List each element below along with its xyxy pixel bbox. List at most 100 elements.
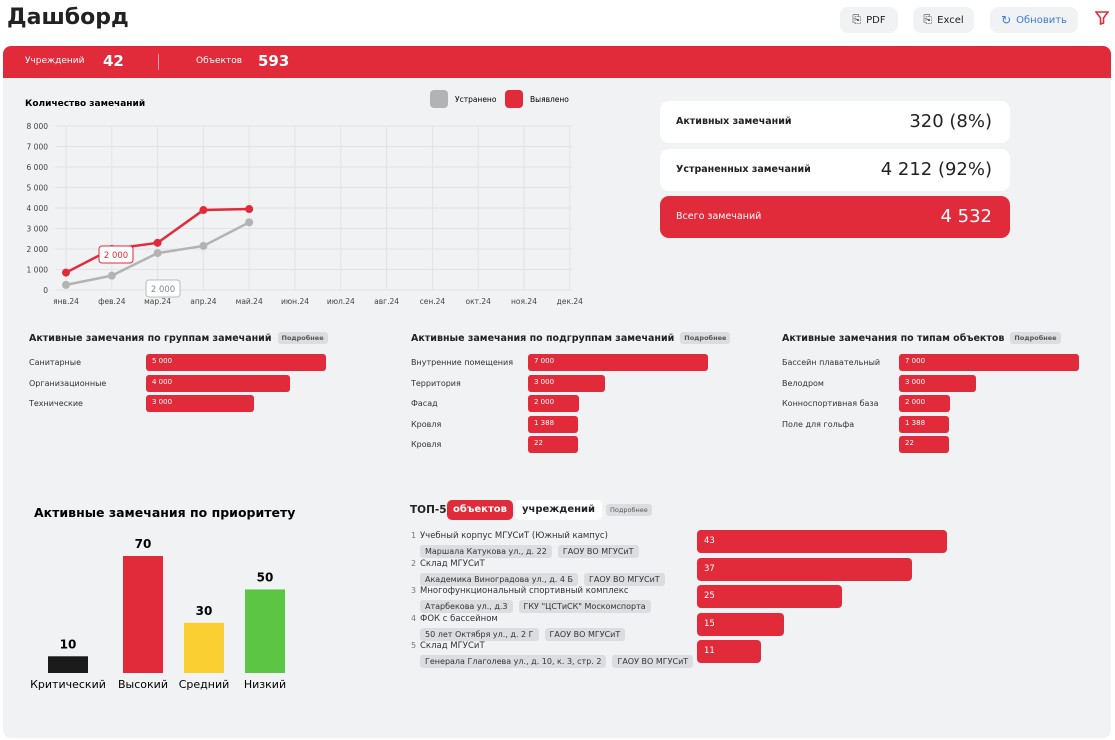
x-tick-label: окт.24 bbox=[465, 297, 491, 306]
object-name: ФОК с бассейном bbox=[420, 613, 498, 624]
data-point bbox=[199, 241, 208, 250]
item-label: Поле для гольфа bbox=[782, 419, 855, 429]
item-label: Внутренние помещения bbox=[411, 358, 514, 367]
data-label: 10 bbox=[60, 637, 77, 651]
tag: ГАОУ ВО МГУСиТ bbox=[544, 627, 626, 641]
group-title: Активные замечания по подгруппам замечан… bbox=[411, 332, 731, 344]
bar: 22 bbox=[899, 436, 949, 454]
data-point bbox=[245, 205, 254, 214]
tag: Генерала Глаголева ул., д. 10, к. 3, стр… bbox=[420, 655, 607, 668]
group-title-text: Активные замечания по группам замечаний bbox=[29, 332, 272, 344]
x-tick-label: сен.24 bbox=[420, 297, 446, 306]
bar bbox=[123, 556, 163, 673]
more-button[interactable]: Подробнее bbox=[277, 332, 328, 344]
object-name: Многофункциональный спортивный комплекс bbox=[420, 586, 629, 596]
page-title: Дашборд bbox=[7, 5, 129, 30]
divider bbox=[158, 54, 159, 70]
top5-title: ТОП-5 bbox=[410, 504, 447, 516]
tag: ГАОУ ВО МГУСиТ bbox=[557, 545, 639, 558]
bar bbox=[48, 656, 88, 673]
stat-label: Объектов bbox=[196, 56, 243, 66]
group-title-text: Активные замечания по типам объектов bbox=[782, 332, 1005, 344]
more-button[interactable]: Подробнее bbox=[680, 332, 731, 344]
more-button[interactable]: Подробнее bbox=[1010, 332, 1061, 344]
tag-row: Атарбекова ул., д.3 ГКУ "ЦСТиСК" Москомсп… bbox=[420, 600, 651, 613]
button-label: PDF bbox=[866, 14, 886, 26]
data-point bbox=[153, 238, 162, 247]
button-label: Excel bbox=[937, 14, 964, 26]
rank: 3 bbox=[411, 586, 417, 595]
tag: ГКУ "ЦСТиСК" Москомспорта bbox=[518, 600, 651, 613]
data-point bbox=[245, 218, 254, 227]
bar: 5 000 bbox=[146, 354, 326, 371]
item-label: Технические bbox=[29, 399, 83, 409]
x-tick-label: мар.24 bbox=[144, 297, 171, 306]
x-tick-label: фев.24 bbox=[98, 297, 126, 306]
item-label: Территория bbox=[411, 378, 461, 388]
x-tick-label: янв.24 bbox=[53, 297, 79, 306]
y-tick-label: 0 bbox=[43, 286, 48, 295]
excel-button[interactable]: ⎘ Excel bbox=[913, 7, 974, 33]
button-label: Обновить bbox=[1016, 14, 1067, 26]
data-point bbox=[153, 249, 162, 258]
legend-label: Устранено bbox=[455, 95, 497, 104]
item-label: Кровля bbox=[411, 419, 442, 429]
x-tick-label: ноя.24 bbox=[511, 297, 537, 306]
x-tick-label: Средний bbox=[179, 678, 230, 691]
data-label: 30 bbox=[196, 604, 213, 618]
bar: 43 bbox=[697, 530, 947, 553]
group-title-text: Активные замечания по подгруппам замечан… bbox=[411, 332, 675, 344]
summary-label: Устраненных замечаний bbox=[676, 164, 811, 175]
tag-row: Академика Виноградова ул., д. 4 Б ГАОУ ВО… bbox=[420, 572, 665, 586]
x-tick-label: июн.24 bbox=[281, 297, 309, 306]
data-point bbox=[62, 280, 70, 289]
bar: 3 000 bbox=[528, 374, 606, 392]
summary-value: 320 (8%) bbox=[909, 111, 992, 132]
bar: 1 388 bbox=[528, 415, 578, 433]
tag: ГАОУ ВО МГУСиТ bbox=[583, 572, 665, 586]
item-label: Кровля bbox=[411, 440, 442, 450]
y-tick-label: 8 000 bbox=[27, 122, 49, 131]
tag-row: Маршала Катукова ул., д. 22 ГАОУ ВО МГУСи… bbox=[420, 545, 639, 558]
item-label: Фасад bbox=[411, 399, 438, 409]
bar: 1 388 bbox=[899, 415, 949, 433]
object-name: Склад МГУСиТ bbox=[420, 558, 485, 569]
refresh-button[interactable]: ↻ Обновить bbox=[990, 7, 1078, 33]
y-tick-label: 5 000 bbox=[27, 184, 49, 193]
rank: 4 bbox=[411, 613, 417, 623]
bar bbox=[184, 622, 224, 673]
summary-card: Устраненных замечаний 4 212 (92%) bbox=[660, 149, 1010, 191]
bar bbox=[245, 589, 285, 673]
bar: 7 000 bbox=[899, 354, 1079, 371]
legend-label: Выявлено bbox=[530, 95, 569, 104]
filter-icon[interactable] bbox=[1095, 11, 1109, 25]
tab[interactable]: учреждений bbox=[515, 500, 602, 520]
bar: 15 bbox=[697, 612, 785, 636]
bar: 2 000 bbox=[528, 395, 580, 413]
tag: ГАОУ ВО МГУСиТ bbox=[612, 655, 694, 668]
x-tick-label: апр.24 bbox=[190, 297, 216, 306]
bar: 7 000 bbox=[528, 354, 708, 371]
annotation-box bbox=[145, 279, 181, 298]
x-tick-label: июл.24 bbox=[327, 297, 355, 306]
y-tick-label: 3 000 bbox=[27, 225, 49, 234]
y-tick-label: 6 000 bbox=[27, 163, 49, 172]
annotation: 2 000 bbox=[151, 285, 175, 295]
bar: 22 bbox=[528, 436, 578, 454]
more-button[interactable]: Подробнее bbox=[606, 504, 652, 516]
legend-swatch bbox=[505, 90, 523, 108]
group-title: Активные замечания по типам объектов Подр… bbox=[782, 332, 1061, 344]
tab-active[interactable]: объектов bbox=[447, 500, 513, 520]
pdf-button[interactable]: ⎘ PDF bbox=[840, 7, 898, 33]
summary-value: 4 532 bbox=[940, 206, 992, 227]
bar: 11 bbox=[697, 640, 761, 663]
tag: Академика Виноградова ул., д. 4 Б bbox=[420, 572, 578, 586]
annotation-box bbox=[98, 245, 134, 264]
x-tick-label: дек.24 bbox=[557, 297, 583, 306]
tag: 50 лет Октября ул., д. 2 Г bbox=[420, 627, 539, 641]
data-point bbox=[62, 268, 70, 277]
x-tick-label: Низкий bbox=[244, 678, 286, 691]
y-tick-label: 1 000 bbox=[27, 266, 49, 275]
rank: 5 bbox=[411, 641, 417, 650]
